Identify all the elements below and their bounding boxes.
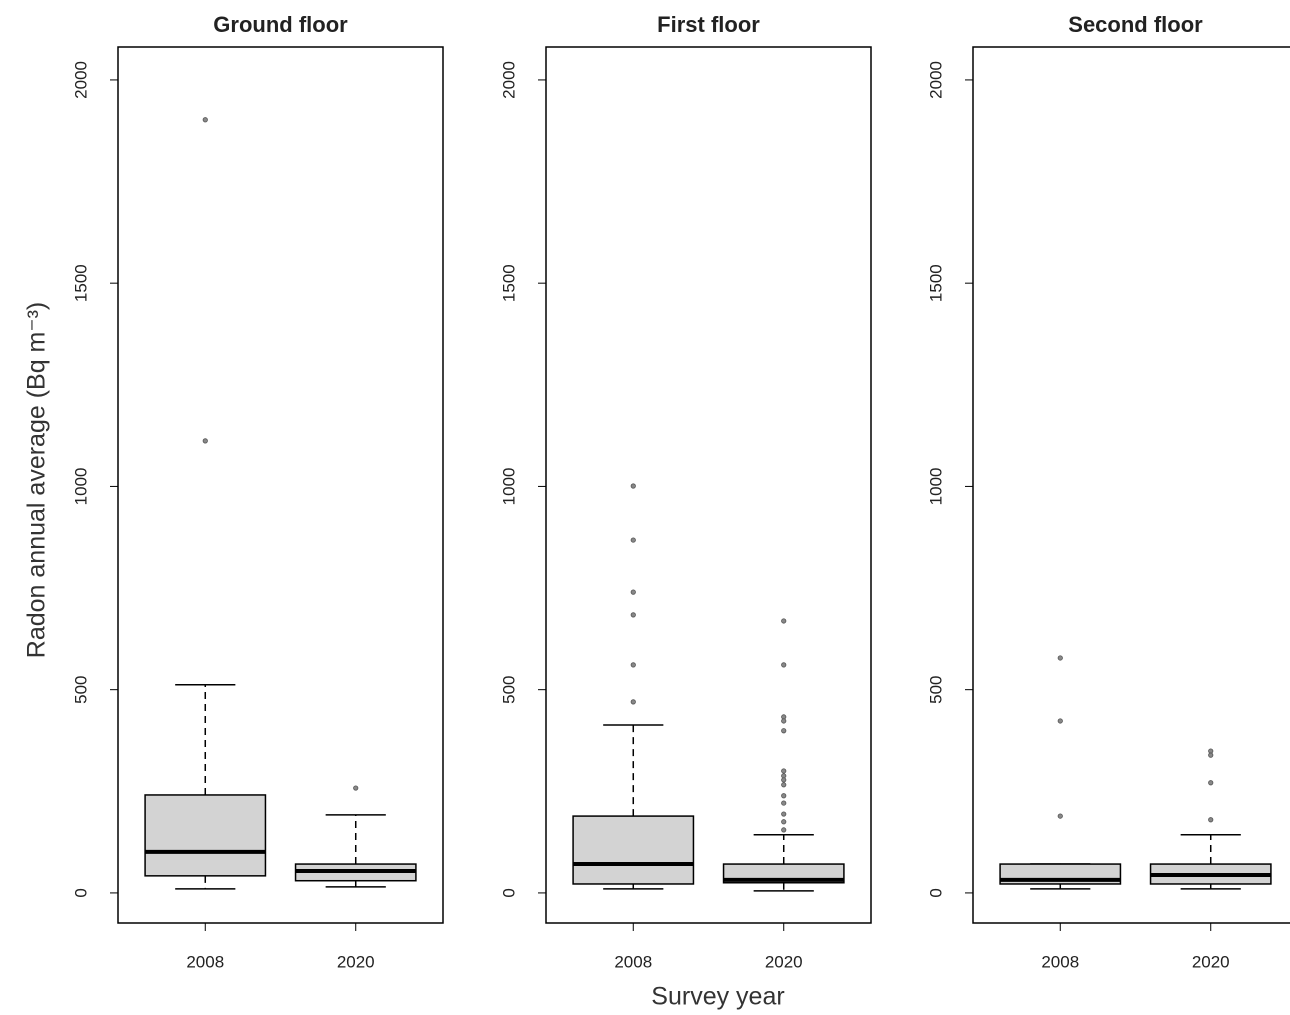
outlier xyxy=(781,800,787,806)
outlier xyxy=(630,483,636,489)
plot-frame xyxy=(545,46,872,924)
y-tick-label: 1500 xyxy=(926,264,945,302)
y-tick-label: 500 xyxy=(499,675,518,703)
outlier xyxy=(353,785,359,791)
outlier xyxy=(202,117,208,123)
x-tick-label: 2020 xyxy=(337,952,375,971)
outlier xyxy=(781,827,787,833)
y-tick-label: 0 xyxy=(499,888,518,897)
y-tick-label: 1000 xyxy=(499,468,518,506)
x-tick-label: 2008 xyxy=(186,952,224,971)
box xyxy=(572,815,695,885)
box xyxy=(144,794,267,877)
panel-title: Second floor xyxy=(1068,12,1203,37)
outlier xyxy=(781,768,787,774)
y-tick-label: 2000 xyxy=(71,61,90,99)
outlier xyxy=(1057,655,1063,661)
y-axis-title: Radon annual average (Bq m⁻³) xyxy=(23,302,51,658)
outlier xyxy=(1208,780,1214,786)
outlier xyxy=(781,728,787,734)
y-tick-label: 2000 xyxy=(499,61,518,99)
x-tick-label: 2020 xyxy=(765,952,803,971)
panel-title: First floor xyxy=(657,12,760,37)
outlier xyxy=(630,662,636,668)
outlier xyxy=(630,589,636,595)
outlier xyxy=(630,537,636,543)
outlier xyxy=(781,819,787,825)
outlier xyxy=(781,782,787,788)
outlier xyxy=(781,777,787,783)
y-tick-label: 1500 xyxy=(499,264,518,302)
outlier xyxy=(781,793,787,799)
y-tick-label: 0 xyxy=(926,888,945,897)
outlier xyxy=(1208,752,1214,758)
y-tick-label: 500 xyxy=(926,675,945,703)
x-tick-label: 2020 xyxy=(1192,952,1230,971)
y-tick-label: 1500 xyxy=(71,264,90,302)
outlier xyxy=(1057,813,1063,819)
outlier xyxy=(1208,817,1214,823)
panel-title: Ground floor xyxy=(213,12,348,37)
outlier xyxy=(781,811,787,817)
outlier xyxy=(630,612,636,618)
plot-frame xyxy=(117,46,444,924)
outlier xyxy=(781,662,787,668)
outlier xyxy=(202,438,208,444)
x-tick-label: 2008 xyxy=(614,952,652,971)
outlier xyxy=(781,718,787,724)
x-tick-label: 2008 xyxy=(1041,952,1079,971)
y-tick-label: 1000 xyxy=(71,468,90,506)
outlier xyxy=(1057,718,1063,724)
y-tick-label: 500 xyxy=(71,675,90,703)
outlier xyxy=(781,618,787,624)
y-tick-label: 0 xyxy=(71,888,90,897)
y-tick-label: 1000 xyxy=(926,468,945,506)
outlier xyxy=(630,699,636,705)
plot-frame xyxy=(972,46,1290,924)
x-axis-title: Survey year xyxy=(651,983,784,1011)
y-tick-label: 2000 xyxy=(926,61,945,99)
